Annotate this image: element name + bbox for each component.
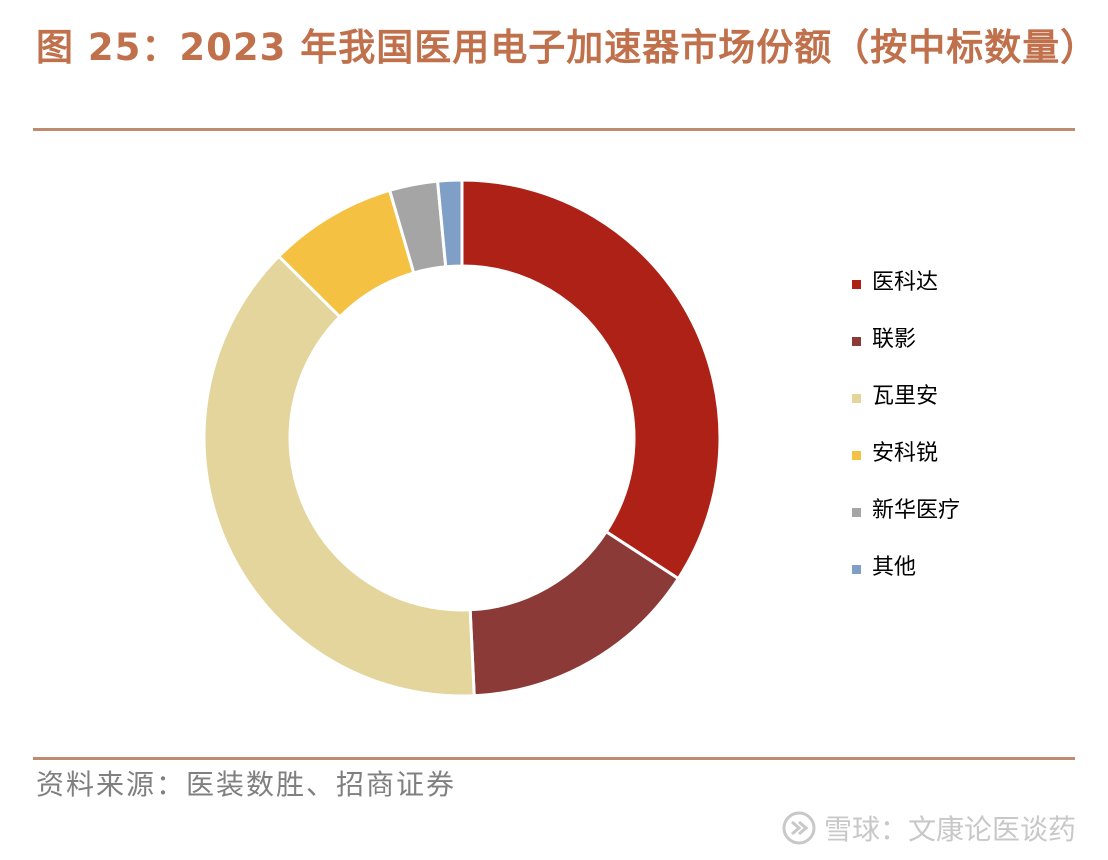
watermark: 雪球：文康论医谈药 bbox=[782, 808, 1076, 848]
legend-item: 其他 bbox=[852, 550, 960, 607]
title-divider bbox=[33, 128, 1075, 131]
donut-chart bbox=[202, 178, 722, 698]
legend-swatch bbox=[852, 394, 861, 403]
legend-swatch bbox=[852, 565, 861, 574]
watermark-text: 雪球：文康论医谈药 bbox=[823, 813, 1076, 846]
legend-swatch bbox=[852, 280, 861, 289]
source-divider bbox=[33, 757, 1075, 760]
legend-label: 联影 bbox=[872, 327, 917, 352]
legend-swatch bbox=[852, 337, 861, 346]
legend-item: 新华医疗 bbox=[852, 493, 960, 550]
legend-item: 瓦里安 bbox=[852, 379, 960, 436]
donut-slice-1 bbox=[460, 178, 722, 581]
donut-slice-3 bbox=[202, 254, 476, 698]
figure-title: 图 25：2023 年我国医用电子加速器市场份额（按中标数量） bbox=[36, 26, 1099, 69]
legend-item: 安科锐 bbox=[852, 436, 960, 493]
legend-label: 安科锐 bbox=[872, 441, 939, 466]
snowball-logo-icon bbox=[782, 811, 816, 845]
legend-swatch bbox=[852, 451, 861, 460]
legend-label: 医科达 bbox=[872, 270, 939, 295]
legend-label: 瓦里安 bbox=[872, 384, 939, 409]
legend-swatch bbox=[852, 508, 861, 517]
legend-item: 医科达 bbox=[852, 265, 960, 322]
legend-label: 新华医疗 bbox=[872, 498, 961, 523]
legend-item: 联影 bbox=[852, 322, 960, 379]
donut-slices bbox=[202, 178, 722, 698]
chart-legend: 医科达联影瓦里安安科锐新华医疗其他 bbox=[852, 265, 960, 607]
legend-label: 其他 bbox=[872, 555, 917, 580]
donut-slice-6 bbox=[435, 178, 464, 269]
source-note: 资料来源：医装数胜、招商证券 bbox=[36, 768, 457, 801]
